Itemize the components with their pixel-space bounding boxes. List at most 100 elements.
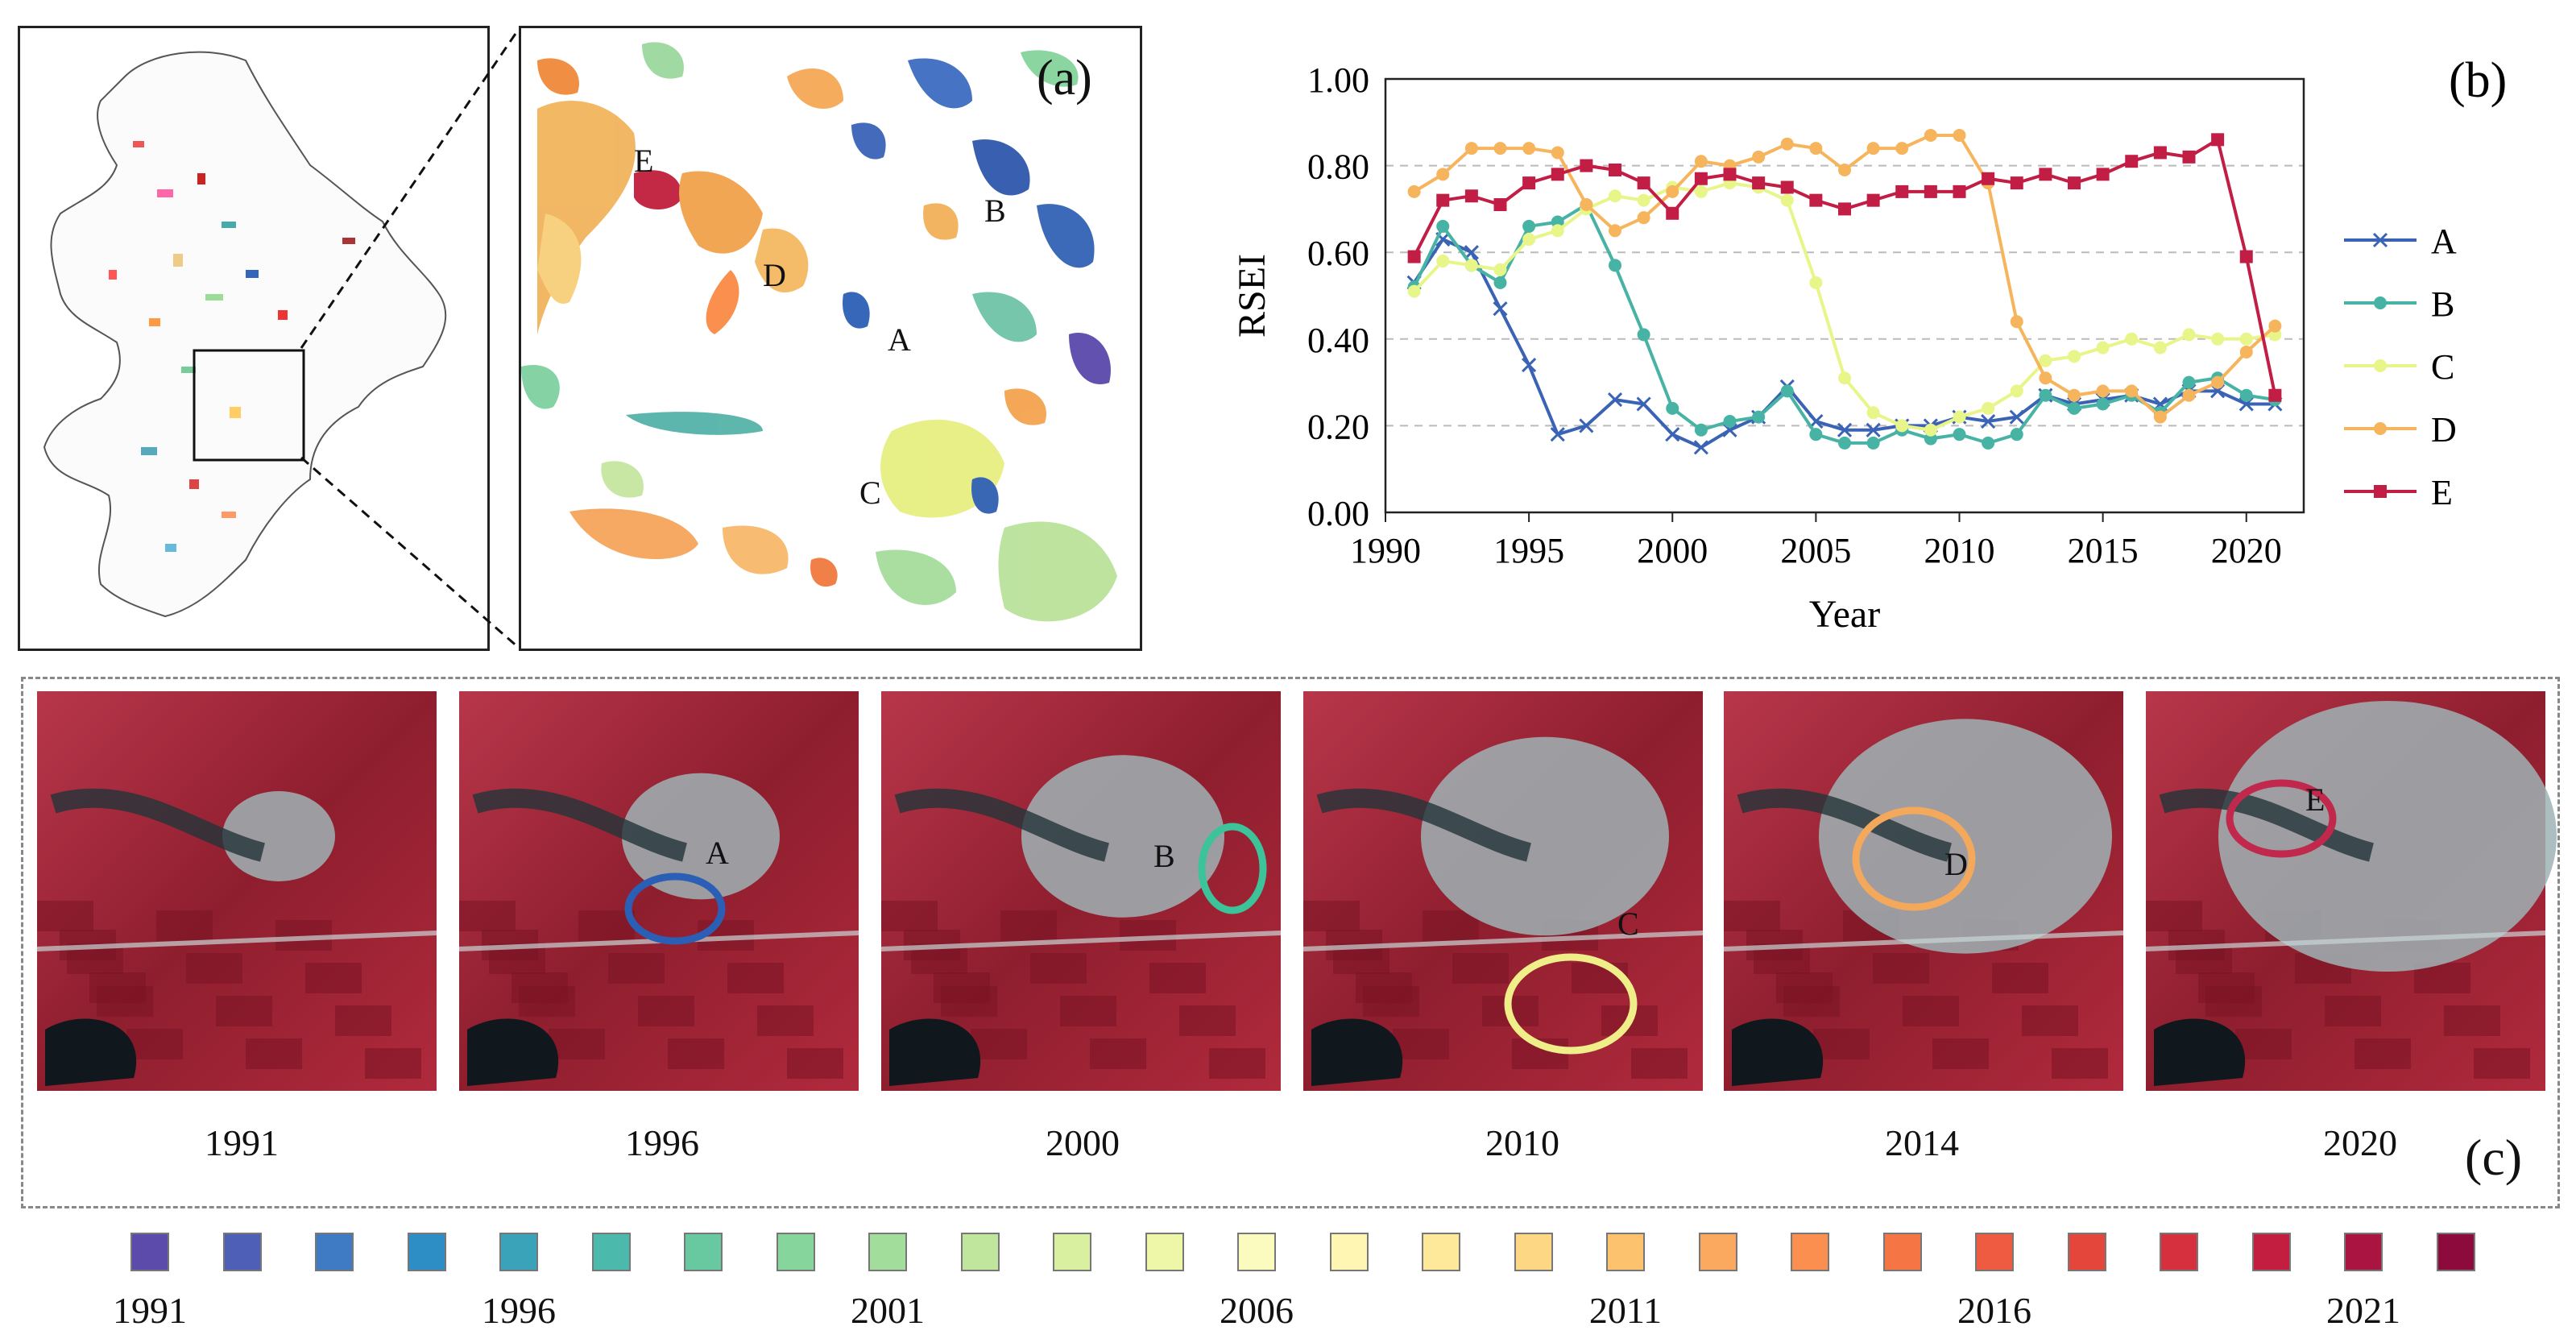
colorbar-tick-label: 2021 <box>2326 1290 2400 1331</box>
data-point <box>1838 371 1851 385</box>
data-point <box>1522 219 1536 233</box>
series-D <box>1407 128 2282 424</box>
data-point <box>1464 142 1478 155</box>
data-point <box>1436 193 1450 207</box>
data-point <box>2268 319 2282 333</box>
data-point <box>2010 176 2023 190</box>
data-point <box>1637 211 1650 225</box>
data-point <box>1924 128 1937 142</box>
colorbar-swatch <box>868 1233 907 1271</box>
x-tick-label: 2020 <box>2211 531 2282 570</box>
x-axis-label: Year <box>1809 593 1880 636</box>
data-point <box>1637 193 1650 207</box>
change-marker-label: E <box>2305 781 2325 818</box>
data-point <box>1551 224 1564 238</box>
legend-item-C: C <box>2344 347 2454 387</box>
data-point <box>1493 276 1507 289</box>
lake <box>45 1018 137 1086</box>
data-point <box>2010 384 2023 398</box>
data-point <box>1550 427 1565 442</box>
rsei-line-chart: 0.00 0.20 0.40 0.60 0.80 1.00 1990 1995 2000 2005… <box>1231 53 2507 636</box>
data-point <box>1436 254 1450 267</box>
data-point <box>1407 184 1421 198</box>
colorbar-tick-label: 2011 <box>1588 1290 1663 1331</box>
data-point <box>1436 168 1450 181</box>
data-point <box>2039 354 2052 367</box>
data-point <box>1436 219 1450 233</box>
colorbar-swatch <box>1606 1233 1645 1271</box>
data-point <box>2182 375 2196 389</box>
colorbar-swatch <box>130 1233 169 1271</box>
zoomed-map-point-label: C <box>859 475 881 511</box>
colorbar-swatch <box>407 1233 446 1271</box>
colorbar-swatch <box>684 1233 723 1271</box>
series-C <box>1407 176 2282 437</box>
change-marker-ellipse <box>624 873 726 945</box>
data-point <box>1752 410 1766 424</box>
data-point <box>1407 284 1421 298</box>
data-point <box>1666 206 1679 220</box>
data-point <box>1924 184 1937 198</box>
data-point <box>1837 422 1853 437</box>
data-point <box>2009 409 2024 425</box>
legend-label: E <box>2431 473 2453 512</box>
legend-item-D: D <box>2344 410 2457 450</box>
data-point <box>1953 128 1966 142</box>
data-point <box>2153 146 2167 160</box>
data-point <box>2010 315 2023 329</box>
x-tick-label: 2005 <box>1780 531 1851 570</box>
data-point <box>1809 142 1823 155</box>
data-point <box>2239 388 2253 402</box>
legend-label: C <box>2431 347 2454 387</box>
data-point <box>1493 263 1507 276</box>
data-point <box>2068 350 2081 363</box>
data-point <box>1694 172 1708 185</box>
data-point <box>1694 184 1708 198</box>
data-point <box>1895 184 1909 198</box>
x-tick-label: 2010 <box>1924 531 1995 570</box>
data-point <box>2153 341 2167 354</box>
data-point <box>1953 410 1966 424</box>
lake <box>1311 1018 1403 1086</box>
chart-axes: 0.00 0.20 0.40 0.60 0.80 1.00 1990 1995 2000 2005… <box>1307 60 2305 570</box>
data-point <box>1580 159 1593 172</box>
data-point <box>1579 418 1594 433</box>
colorbar-swatch <box>776 1233 815 1271</box>
data-point <box>1780 384 1794 398</box>
data-point <box>1551 146 1564 160</box>
data-point <box>1866 142 1880 155</box>
colorbar-swatch <box>222 1233 262 1271</box>
data-point <box>1665 427 1680 442</box>
colorbar-swatch <box>1791 1233 1829 1271</box>
data-point <box>1866 193 1880 207</box>
data-point <box>2211 133 2225 147</box>
change-marker-label: C <box>1617 906 1639 942</box>
zoomed-map: E D B A C (a) <box>521 42 1117 622</box>
data-point <box>1895 419 1909 433</box>
data-point <box>1607 392 1623 408</box>
data-point <box>2096 168 2110 181</box>
zoomed-map-point-label: A <box>888 321 911 358</box>
data-point <box>2125 384 2139 398</box>
colorbar-swatch <box>2436 1233 2475 1271</box>
data-point <box>2096 397 2110 411</box>
data-point <box>1464 245 1479 260</box>
x-tick-label: 1995 <box>1493 531 1564 570</box>
legend-marker <box>2374 296 2387 309</box>
colorbar-swatch <box>1145 1233 1184 1271</box>
x-tick-label: 2015 <box>2068 531 2139 570</box>
colorbar-swatch <box>1422 1233 1460 1271</box>
overview-map <box>43 51 447 618</box>
data-point <box>1838 163 1851 176</box>
image-year-label: 1996 <box>625 1122 699 1163</box>
data-point <box>1551 168 1564 181</box>
data-point <box>2153 410 2167 424</box>
data-point <box>1780 193 1794 207</box>
change-marker-label: B <box>1153 838 1175 874</box>
colorbar-swatch <box>1514 1233 1553 1271</box>
y-tick-label: 0.80 <box>1307 147 1369 187</box>
change-marker-label: A <box>706 835 729 871</box>
image-year-label: 2010 <box>1485 1122 1559 1163</box>
data-point <box>2182 328 2196 342</box>
